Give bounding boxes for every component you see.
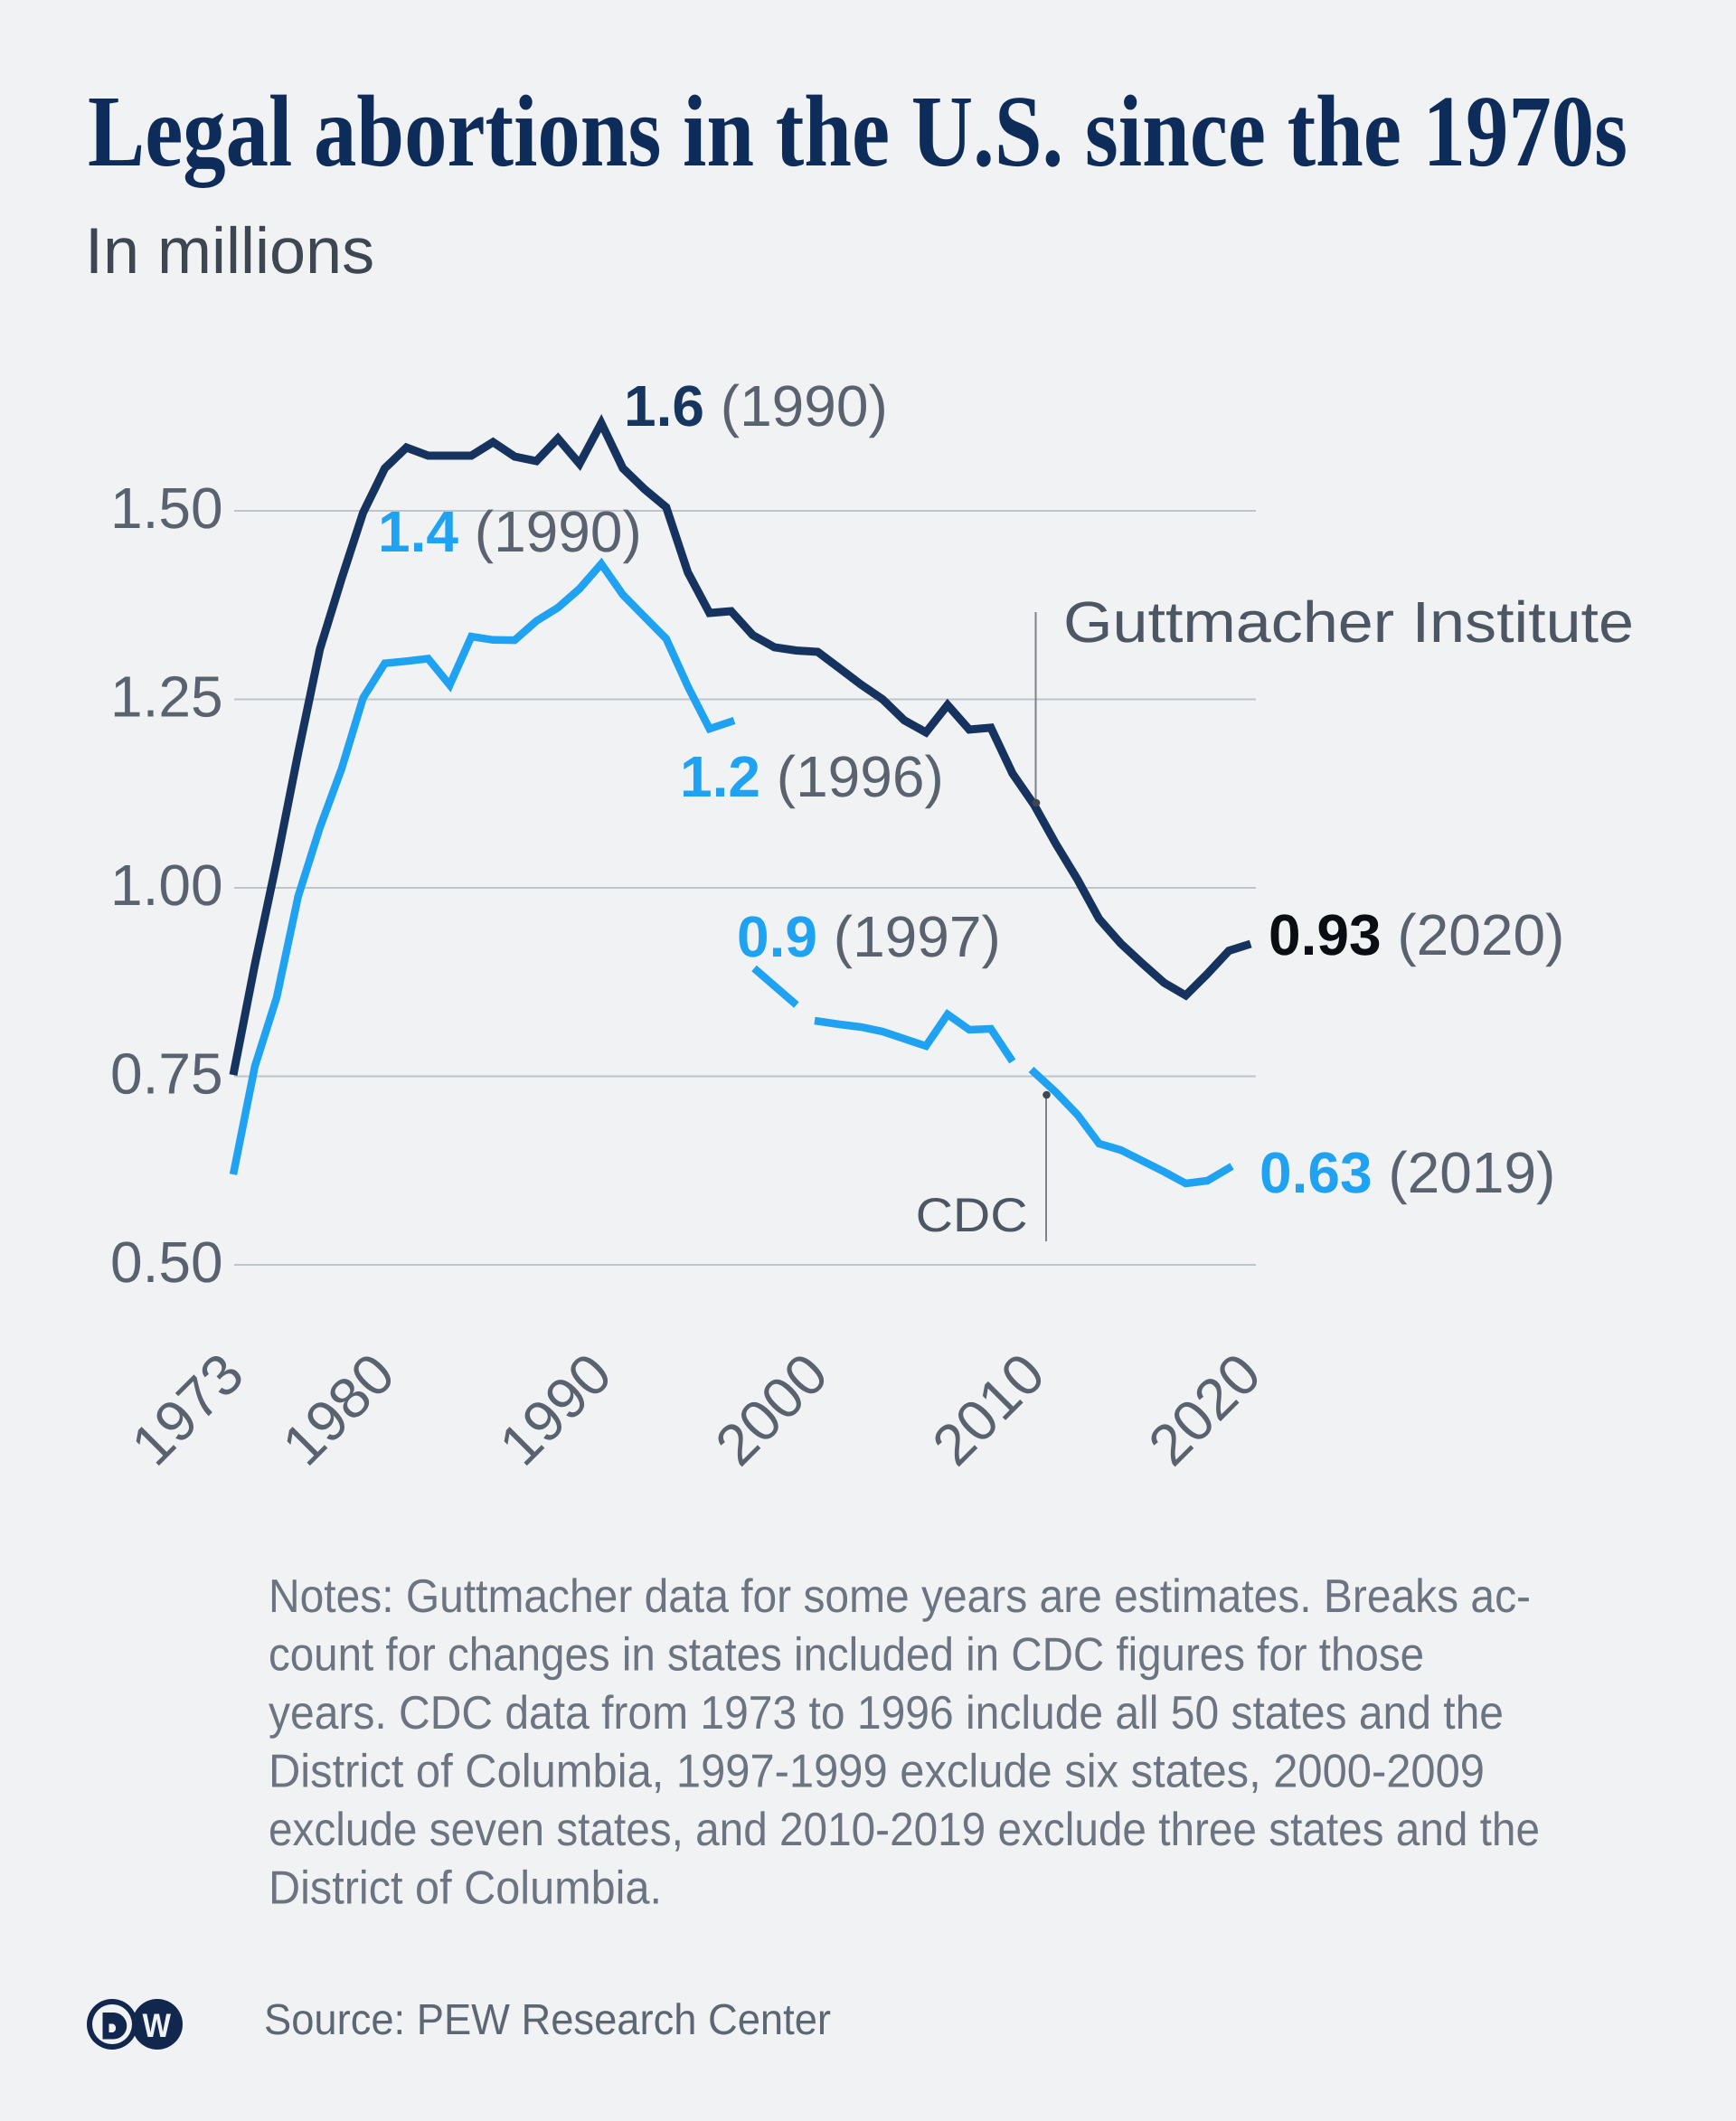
svg-text:1.2 (1996): 1.2 (1996) bbox=[680, 744, 944, 809]
svg-text:0.93 (2020): 0.93 (2020) bbox=[1269, 902, 1564, 967]
svg-text:Source: PEW Research Center: Source: PEW Research Center bbox=[264, 1996, 831, 2044]
svg-text:1.00: 1.00 bbox=[110, 853, 223, 918]
svg-text:District of Columbia, 1997-199: District of Columbia, 1997-1999 exclude … bbox=[269, 1746, 1485, 1798]
svg-text:1.4 (1990): 1.4 (1990) bbox=[378, 499, 642, 564]
svg-text:W: W bbox=[143, 2007, 172, 2044]
svg-text:Guttmacher Institute: Guttmacher Institute bbox=[1063, 589, 1634, 655]
svg-text:1.25: 1.25 bbox=[110, 665, 223, 730]
svg-text:Legal abortions in the U.S. si: Legal abortions in the U.S. since the 19… bbox=[88, 75, 1628, 188]
svg-text:CDC: CDC bbox=[916, 1189, 1028, 1242]
svg-text:exclude seven states, and 2010: exclude seven states, and 2010-2019 excl… bbox=[269, 1804, 1540, 1856]
svg-text:District of Columbia.: District of Columbia. bbox=[269, 1862, 662, 1915]
svg-text:years. CDC data from 1973 to 1: years. CDC data from 1973 to 1996 includ… bbox=[269, 1687, 1504, 1739]
svg-text:0.63 (2019): 0.63 (2019) bbox=[1260, 1140, 1555, 1205]
svg-text:0.75: 0.75 bbox=[110, 1042, 223, 1107]
svg-text:1.50: 1.50 bbox=[110, 476, 223, 541]
svg-text:0.9 (1997): 0.9 (1997) bbox=[737, 904, 1001, 969]
svg-text:1.6 (1990): 1.6 (1990) bbox=[624, 373, 888, 438]
svg-text:count for changes in states in: count for changes in states included in … bbox=[269, 1629, 1424, 1682]
svg-text:In millions: In millions bbox=[85, 215, 374, 288]
svg-text:Notes: Guttmacher data for som: Notes: Guttmacher data for some years ar… bbox=[269, 1570, 1531, 1623]
svg-text:0.50: 0.50 bbox=[110, 1230, 223, 1295]
